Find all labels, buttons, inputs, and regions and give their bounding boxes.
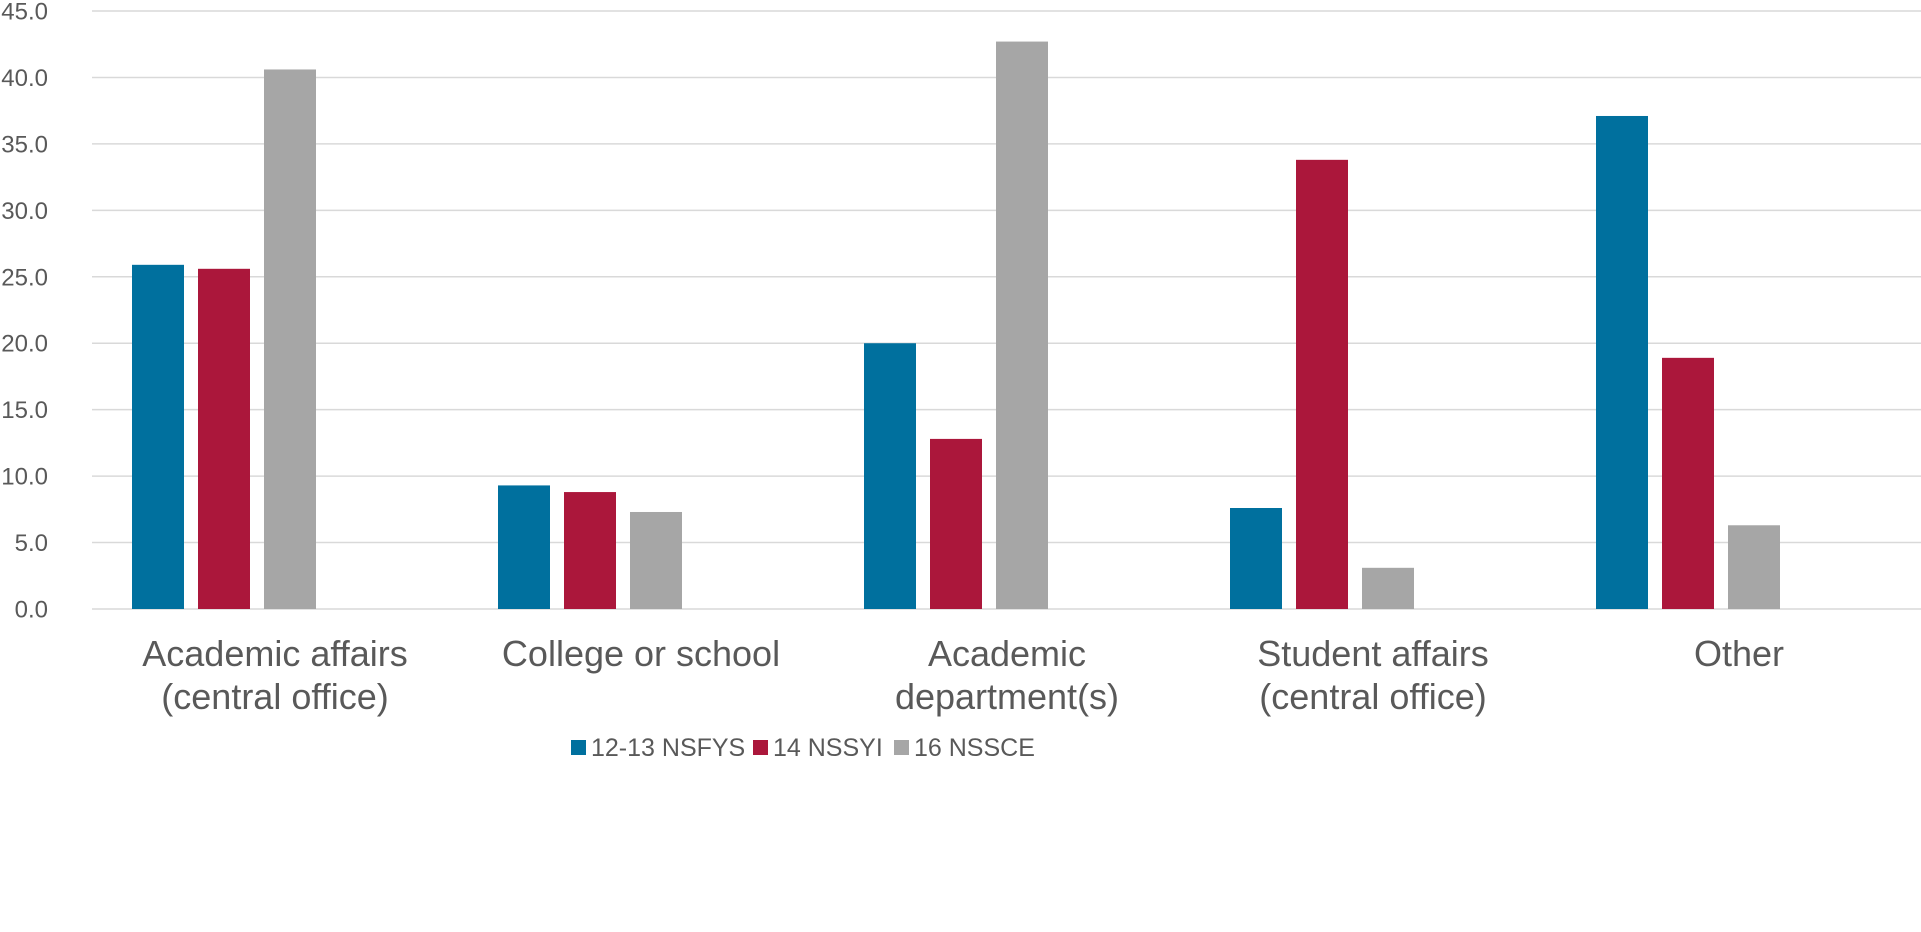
x-category-label: Academic affairs [142, 633, 407, 674]
x-category-label: (central office) [161, 676, 388, 717]
bar [564, 492, 616, 609]
bar [630, 511, 682, 609]
y-tick-label: 20.0 [1, 331, 48, 358]
bar [132, 264, 184, 609]
legend[interactable]: 12-13 NSFYS 14 NSSYI 16 NSSCE [571, 734, 1035, 762]
y-axis-ticks: 0.0 5.0 10.0 15.0 20.0 25.0 30.0 35.0 40.0 45.0 [1, 0, 48, 624]
bar [864, 343, 916, 609]
x-category-label: Student affairs [1257, 633, 1489, 674]
x-category-label: Academic [928, 633, 1086, 674]
x-category-label: department(s) [895, 676, 1119, 717]
y-tick-label: 15.0 [1, 397, 48, 424]
bar [198, 268, 250, 609]
y-tick-label: 35.0 [1, 131, 48, 158]
bar [264, 69, 316, 609]
y-tick-label: 25.0 [1, 264, 48, 291]
x-axis-categories: Academic affairs(central office)College … [142, 633, 1784, 717]
bar [930, 438, 982, 609]
x-category-label: Other [1694, 633, 1784, 674]
legend-swatch [753, 740, 768, 755]
legend-swatch [571, 740, 586, 755]
legend-item[interactable]: 12-13 NSFYS [571, 734, 745, 762]
legend-item[interactable]: 16 NSSCE [894, 734, 1035, 762]
y-tick-label: 45.0 [1, 0, 48, 26]
y-tick-label: 5.0 [15, 530, 48, 557]
x-category-label: College or school [502, 633, 780, 674]
bar [1662, 357, 1714, 609]
bars [132, 41, 1780, 609]
bar [996, 41, 1048, 609]
y-tick-label: 10.0 [1, 464, 48, 491]
legend-label: 14 NSSYI [773, 734, 883, 762]
bar [1230, 508, 1282, 609]
legend-item[interactable]: 14 NSSYI [753, 734, 883, 762]
y-tick-label: 40.0 [1, 65, 48, 92]
legend-label: 12-13 NSFYS [591, 734, 745, 762]
y-tick-label: 30.0 [1, 198, 48, 225]
legend-label: 16 NSSCE [914, 734, 1035, 762]
x-category-label: (central office) [1259, 676, 1486, 717]
legend-swatch [894, 740, 909, 755]
y-tick-label: 0.0 [15, 597, 48, 624]
bar [1296, 159, 1348, 609]
bar [498, 485, 550, 609]
bar [1596, 115, 1648, 609]
bar [1728, 525, 1780, 609]
bar [1362, 567, 1414, 609]
